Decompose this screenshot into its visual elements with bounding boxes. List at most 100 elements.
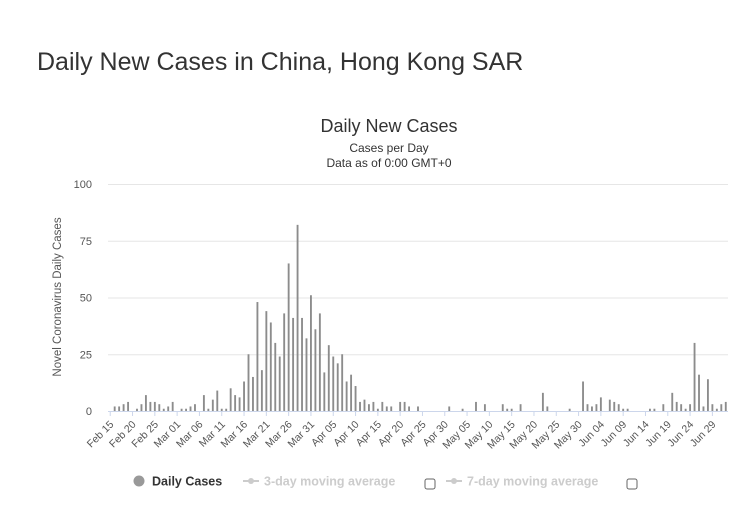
bar[interactable] [501, 404, 504, 411]
bar[interactable] [582, 381, 584, 411]
bar[interactable] [158, 404, 161, 411]
legend-item-daily-cases[interactable]: Daily Cases [133, 475, 223, 489]
bar[interactable] [238, 397, 241, 411]
bar[interactable] [229, 388, 232, 411]
bar[interactable] [403, 401, 406, 411]
bar[interactable] [292, 317, 295, 411]
checkbox-7-day-average[interactable] [626, 478, 638, 490]
bar[interactable] [408, 406, 411, 411]
bar[interactable] [448, 406, 451, 411]
bar[interactable] [475, 401, 477, 411]
bar[interactable] [144, 395, 147, 411]
bar[interactable] [506, 408, 509, 411]
bar[interactable] [149, 401, 152, 411]
bar[interactable] [385, 406, 388, 411]
bar[interactable] [706, 379, 709, 411]
bar[interactable] [483, 404, 486, 411]
bar[interactable] [301, 317, 303, 411]
bar[interactable] [127, 401, 130, 411]
bar[interactable] [274, 342, 277, 411]
bar[interactable] [287, 263, 290, 411]
bar[interactable] [586, 404, 589, 411]
bar[interactable] [310, 295, 312, 411]
bar[interactable] [608, 399, 611, 411]
bar[interactable] [122, 404, 125, 411]
bar[interactable] [269, 322, 272, 411]
bar[interactable] [595, 404, 598, 411]
bar[interactable] [140, 404, 143, 411]
bar[interactable] [720, 404, 723, 411]
bar[interactable] [341, 354, 344, 411]
bar[interactable] [617, 404, 620, 411]
bar[interactable] [336, 363, 339, 411]
bar[interactable] [194, 404, 196, 411]
bar[interactable] [653, 408, 656, 411]
bar[interactable] [256, 302, 259, 411]
bar[interactable] [283, 313, 286, 411]
bar[interactable] [698, 374, 700, 411]
bar[interactable] [510, 408, 513, 411]
bar[interactable] [354, 386, 357, 411]
bar[interactable] [461, 408, 464, 411]
bar[interactable] [345, 381, 348, 411]
bar[interactable] [626, 408, 629, 411]
bar[interactable] [546, 406, 549, 411]
bar[interactable] [305, 338, 308, 411]
bar[interactable] [390, 406, 393, 411]
bar[interactable] [220, 408, 223, 411]
bar[interactable] [689, 404, 692, 411]
bar[interactable] [180, 408, 183, 411]
bar[interactable] [265, 311, 268, 411]
bar[interactable] [684, 408, 687, 411]
bar[interactable] [323, 372, 326, 411]
bar[interactable] [368, 404, 370, 411]
bar[interactable] [376, 408, 379, 411]
bar[interactable] [675, 401, 678, 411]
bar[interactable] [599, 397, 602, 411]
bar[interactable] [711, 404, 714, 411]
bar[interactable] [662, 404, 665, 411]
legend-item-3-day-average[interactable]: 3-day moving average [243, 475, 395, 489]
bar[interactable] [234, 395, 237, 411]
checkbox-3-day-average[interactable] [424, 478, 436, 490]
bar[interactable] [372, 401, 375, 411]
bar[interactable] [591, 406, 593, 411]
bar[interactable] [252, 376, 254, 411]
bar[interactable] [211, 399, 214, 411]
bar[interactable] [417, 406, 419, 411]
bar[interactable] [399, 401, 402, 411]
bar[interactable] [207, 408, 210, 411]
bar[interactable] [153, 401, 156, 411]
bar[interactable] [185, 408, 187, 411]
bar[interactable] [113, 406, 116, 411]
bar[interactable] [189, 406, 192, 411]
bar[interactable] [202, 395, 205, 411]
bar[interactable] [318, 313, 321, 411]
bar[interactable] [649, 408, 651, 411]
bar[interactable] [350, 374, 353, 411]
bar[interactable] [381, 401, 384, 411]
bar[interactable] [680, 404, 683, 411]
bar[interactable] [247, 354, 250, 411]
bar[interactable] [693, 342, 696, 411]
bar[interactable] [715, 408, 718, 411]
bar[interactable] [216, 390, 219, 411]
bar[interactable] [162, 408, 165, 411]
bar[interactable] [225, 408, 228, 411]
bar[interactable] [519, 404, 522, 411]
bar[interactable] [296, 224, 299, 411]
bar[interactable] [568, 408, 571, 411]
bar[interactable] [260, 370, 263, 411]
bar[interactable] [327, 345, 330, 411]
bar[interactable] [541, 392, 544, 411]
bar[interactable] [167, 406, 170, 411]
bar[interactable] [363, 399, 366, 411]
bar[interactable] [278, 356, 281, 411]
bar[interactable] [171, 401, 174, 411]
bar[interactable] [314, 329, 317, 411]
bar[interactable] [332, 356, 335, 411]
bar[interactable] [136, 408, 138, 411]
bar[interactable] [724, 401, 727, 411]
legend-item-7-day-average[interactable]: 7-day moving average [446, 475, 598, 489]
bar[interactable] [243, 381, 245, 411]
